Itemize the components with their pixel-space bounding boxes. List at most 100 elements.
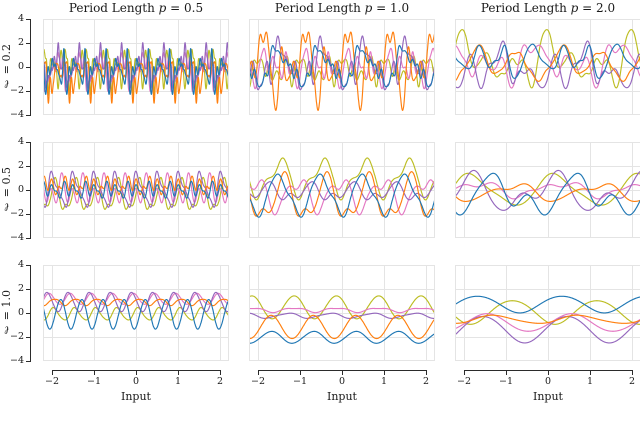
x-tick-mark bbox=[342, 370, 343, 375]
panel-border bbox=[249, 265, 435, 361]
gp-sample-path-blue bbox=[249, 330, 435, 344]
x-tick-label: 2 bbox=[422, 376, 430, 387]
title-value: = 1.0 bbox=[372, 1, 410, 15]
y-tick-label: −4 bbox=[9, 109, 24, 120]
gp-sample-path-pink bbox=[455, 313, 640, 332]
gp-sample-path-orange bbox=[455, 314, 640, 324]
x-tick-label: −2 bbox=[456, 376, 471, 387]
col-title-period-2.0: Period Length p = 2.0 bbox=[455, 1, 640, 15]
x-tick-mark bbox=[590, 370, 591, 375]
y-tick-label: 2 bbox=[17, 37, 24, 48]
title-var: p bbox=[158, 1, 167, 15]
x-tick-label: 1 bbox=[380, 376, 388, 387]
title-var: p bbox=[364, 1, 373, 15]
gp-sample-path-pink bbox=[249, 47, 435, 90]
x-tick-label: 2 bbox=[628, 376, 636, 387]
x-tick-label: 0 bbox=[544, 376, 552, 387]
panel-plot bbox=[249, 19, 435, 115]
panel-plot bbox=[455, 142, 640, 238]
y-tick-label: −4 bbox=[9, 232, 24, 243]
y-tick-label: 0 bbox=[17, 184, 24, 195]
title-value: = 2.0 bbox=[578, 1, 616, 15]
x-tick-label: −1 bbox=[498, 376, 513, 387]
gp-sample-path-orange bbox=[455, 183, 640, 202]
panel-border bbox=[455, 19, 640, 115]
y-tick-label: −4 bbox=[9, 355, 24, 366]
title-value: = 0.5 bbox=[166, 1, 204, 15]
x-tick-label: −2 bbox=[44, 376, 59, 387]
y-tick-mark bbox=[26, 265, 30, 266]
x-tick-mark bbox=[426, 370, 427, 375]
panel-p2.0-l0.2 bbox=[455, 19, 640, 115]
x-tick-mark bbox=[136, 370, 137, 375]
gp-sample-path-blue bbox=[249, 173, 435, 218]
x-tick-label: 2 bbox=[216, 376, 224, 387]
gp-sample-path-orange bbox=[43, 60, 229, 104]
x-tick-mark bbox=[220, 370, 221, 375]
gp-sample-path-purple bbox=[249, 35, 435, 91]
x-tick-label: −1 bbox=[292, 376, 307, 387]
panel-p0.5-l1.0 bbox=[43, 265, 229, 361]
panel-plot bbox=[249, 265, 435, 361]
gp-sample-path-blue bbox=[43, 180, 229, 199]
panel-p0.5-l0.2 bbox=[43, 19, 229, 115]
x-axis-title: Input bbox=[121, 390, 151, 403]
gp-sample-path-purple bbox=[249, 312, 435, 319]
gp-sample-path-olive bbox=[43, 306, 229, 321]
title-prefix: Period Length bbox=[480, 1, 571, 15]
gp-sample-path-olive bbox=[455, 300, 640, 325]
y-tick-mark bbox=[26, 313, 30, 314]
y-tick-label: 4 bbox=[17, 259, 24, 270]
x-tick-mark bbox=[300, 370, 301, 375]
gp-sample-path-blue bbox=[249, 44, 435, 88]
y-tick-label: 0 bbox=[17, 61, 24, 72]
panel-plot bbox=[249, 142, 435, 238]
gp-sample-path-orange bbox=[43, 175, 229, 196]
x-tick-mark bbox=[464, 370, 465, 375]
y-axis-spine bbox=[30, 265, 31, 362]
x-tick-mark bbox=[384, 370, 385, 375]
gp-sample-path-orange bbox=[455, 44, 640, 82]
panel-p2.0-l0.5 bbox=[455, 142, 640, 238]
gp-sample-path-orange bbox=[43, 298, 229, 307]
y-tick-mark bbox=[26, 337, 30, 338]
y-tick-mark bbox=[26, 238, 30, 239]
gp-sample-path-blue bbox=[455, 295, 640, 314]
x-tick-mark bbox=[178, 370, 179, 375]
panel-plot bbox=[455, 265, 640, 361]
gp-sample-path-pink bbox=[249, 307, 435, 314]
y-tick-label: −2 bbox=[9, 208, 24, 219]
gp-sample-path-blue bbox=[455, 172, 640, 216]
x-axis-title: Input bbox=[533, 390, 563, 403]
y-tick-label: −2 bbox=[9, 85, 24, 96]
gp-sample-path-orange bbox=[249, 31, 435, 111]
x-tick-label: 0 bbox=[132, 376, 140, 387]
y-tick-label: 2 bbox=[17, 283, 24, 294]
panel-plot bbox=[43, 142, 229, 238]
gp-sample-path-olive bbox=[455, 29, 640, 89]
panel-border bbox=[455, 142, 640, 238]
gp-sample-path-blue bbox=[455, 43, 640, 79]
panel-p1.0-l0.5 bbox=[249, 142, 435, 238]
x-tick-mark bbox=[632, 370, 633, 375]
title-prefix: Period Length bbox=[68, 1, 159, 15]
x-tick-mark bbox=[506, 370, 507, 375]
gp-sample-path-purple bbox=[455, 169, 640, 211]
gp-sample-path-purple bbox=[455, 40, 640, 90]
row-label-value: = 0.5 bbox=[0, 167, 13, 201]
panel-plot bbox=[43, 265, 229, 361]
gp-sample-path-orange bbox=[249, 314, 435, 340]
panel-plot bbox=[455, 19, 640, 115]
y-tick-mark bbox=[26, 166, 30, 167]
gp-sample-path-purple bbox=[43, 170, 229, 208]
panel-p1.0-l0.2 bbox=[249, 19, 435, 115]
panel-p1.0-l1.0 bbox=[249, 265, 435, 361]
panel-border bbox=[43, 142, 229, 238]
gp-sample-path-purple bbox=[455, 315, 640, 344]
panel-border bbox=[249, 142, 435, 238]
x-tick-label: 1 bbox=[174, 376, 182, 387]
x-tick-label: −1 bbox=[86, 376, 101, 387]
y-tick-label: −2 bbox=[9, 331, 24, 342]
gp-sample-path-olive bbox=[249, 157, 435, 201]
